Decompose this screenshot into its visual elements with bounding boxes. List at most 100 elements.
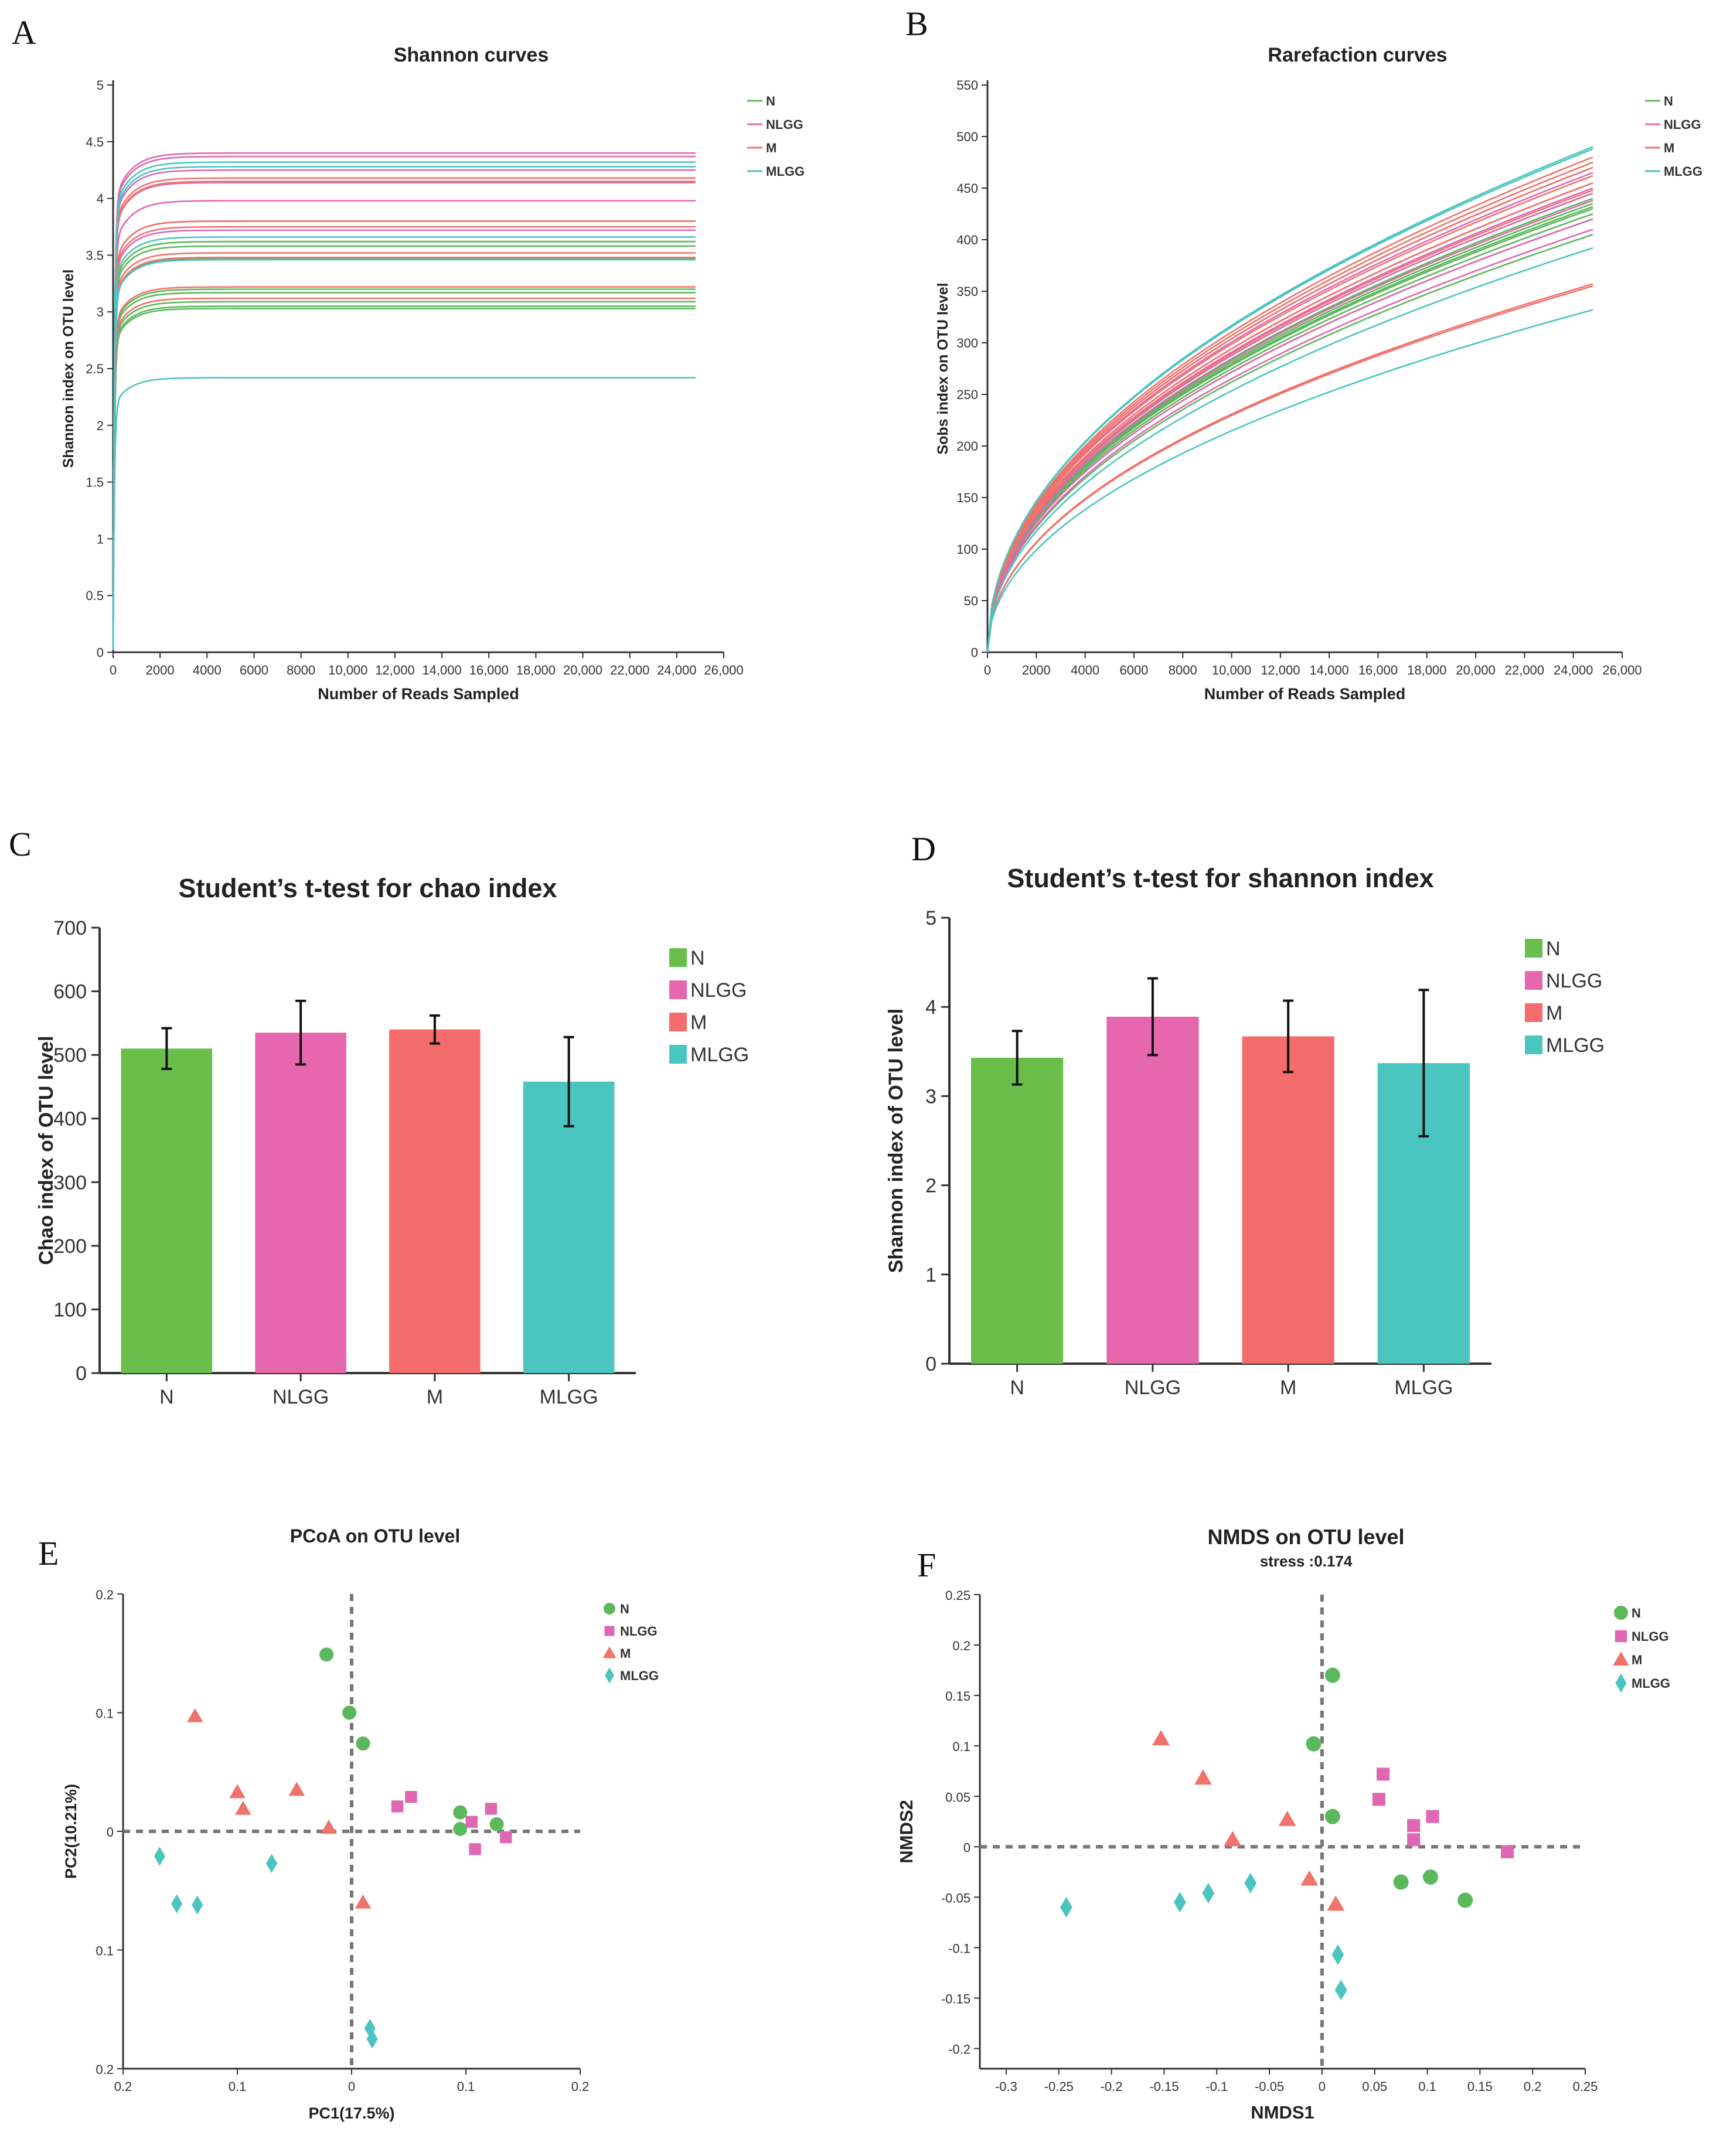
x-tick-label: -0.3 (995, 2079, 1017, 2094)
curve-nlgg (986, 172, 1593, 653)
point-mlgg (171, 1894, 183, 1913)
y-tick-label: 200 (956, 439, 978, 454)
curve-m (112, 220, 696, 649)
point-nlgg (469, 1843, 481, 1855)
legend-label: N (766, 94, 775, 108)
y-tick-label: 300 (53, 1171, 87, 1194)
curve-nlgg (986, 199, 1593, 653)
y-tick-label: 1 (97, 532, 104, 546)
x-tick-label: NLGG (273, 1386, 329, 1408)
curve-mlgg (986, 309, 1593, 653)
y-tick-label: 550 (956, 78, 978, 93)
y-tick-label: 450 (956, 181, 978, 196)
point-nlgg (1377, 1767, 1390, 1781)
x-axis-label: Number of Reads Sampled (1204, 685, 1406, 703)
curve-nlgg (112, 257, 696, 649)
y-tick-label: 0 (925, 1353, 936, 1375)
curve-m (986, 166, 1593, 653)
bar-mlgg (523, 1081, 615, 1373)
x-tick-label: N (159, 1386, 174, 1408)
curve-m (112, 226, 696, 649)
point-nlgg (500, 1831, 512, 1844)
point-m (187, 1708, 203, 1722)
point-m (288, 1782, 305, 1796)
curve-mlgg (112, 236, 696, 649)
legend-label: M (690, 1011, 707, 1034)
point-mlgg (154, 1847, 165, 1866)
legend-swatch-mlgg (669, 1045, 687, 1064)
x-tick-label: 26,000 (1602, 663, 1642, 677)
legend-swatch-mlgg (1525, 1036, 1542, 1054)
legend-label: N (1632, 1606, 1641, 1620)
bar-nlgg (1106, 1016, 1199, 1364)
x-tick-label: 14,000 (422, 663, 461, 677)
point-mlgg (1244, 1872, 1257, 1893)
x-tick-label: 8000 (287, 663, 315, 677)
curve-n (986, 218, 1593, 653)
y-axis-label: NMDS2 (896, 1800, 917, 1864)
point-m (355, 1894, 372, 1909)
y-tick-label: 0.2 (96, 2062, 114, 2077)
nmds-scatter-chart: -0.3 -0.25 -0.2 -0.15 -0.1 -0.05 0 0.05 0.1 0.15 0… (896, 1525, 1670, 2123)
legend-swatch-n (669, 948, 687, 967)
x-tick-label: 2000 (146, 663, 175, 677)
x-axis-label: NMDS1 (1251, 2102, 1314, 2123)
y-axis-label: Shannon index on OTU level (60, 270, 77, 468)
y-tick-label: 5 (97, 78, 104, 93)
curve-n (112, 245, 696, 649)
x-tick-label: 24,000 (657, 663, 696, 677)
x-tick-label: MLGG (1394, 1377, 1453, 1399)
point-n (342, 1705, 357, 1720)
y-tick-label: 150 (956, 491, 978, 505)
point-nlgg (1407, 1819, 1421, 1833)
x-tick-label: 0.15 (1467, 2079, 1493, 2094)
y-tick-label: 200 (53, 1235, 87, 1258)
legend-swatch-n (1525, 939, 1542, 958)
chart-title: NMDS on OTU level (1207, 1525, 1404, 1549)
curve-n (986, 203, 1593, 653)
y-tick-label: 0.5 (86, 588, 104, 603)
curve-m (986, 182, 1593, 653)
x-tick-label: 26,000 (704, 663, 743, 677)
point-n (453, 1805, 468, 1820)
legend-label: MLGG (766, 164, 805, 179)
x-tick-label: 0 (1319, 2079, 1326, 2094)
x-tick-label: 0 (348, 2079, 355, 2094)
y-tick-label: -0.05 (941, 1891, 970, 1905)
y-tick-label: 50 (964, 594, 978, 608)
point-n (1324, 1808, 1340, 1824)
x-tick-label: 2000 (1022, 663, 1051, 677)
y-tick-label: 600 (53, 981, 87, 1003)
curve-mlgg (986, 148, 1593, 653)
x-tick-label: 0.2 (1524, 2079, 1542, 2094)
point-n (489, 1817, 504, 1831)
y-tick-label: 0 (76, 1363, 87, 1385)
point-mlgg (192, 1895, 203, 1915)
point-m (1194, 1769, 1212, 1785)
curve-nlgg (112, 169, 696, 649)
legend-label: NLGG (1546, 970, 1602, 992)
curve-n (112, 257, 696, 649)
point-nlgg (1407, 1833, 1421, 1847)
y-tick-label: 3 (97, 305, 104, 319)
y-axis-label: PC2(10.21%) (62, 1784, 80, 1879)
curve-nlgg (986, 229, 1593, 653)
x-tick-label: 0.1 (1418, 2079, 1436, 2094)
curve-n (986, 213, 1593, 653)
x-tick-label: 20,000 (1456, 663, 1495, 677)
legend-label: M (1632, 1653, 1642, 1667)
chart-subtitle: stress :0.174 (1260, 1552, 1353, 1570)
x-tick-label: 16,000 (469, 663, 509, 677)
curve-nlgg (112, 152, 696, 649)
curve-n (112, 305, 696, 650)
curve-m (112, 286, 696, 650)
point-mlgg (1331, 1944, 1344, 1966)
curve-nlgg (986, 192, 1593, 653)
x-tick-label: 6000 (240, 663, 268, 677)
point-m (229, 1784, 246, 1799)
chart-title: Student’s t-test for shannon index (1007, 863, 1433, 893)
point-mlgg (366, 2029, 378, 2049)
curve-n (112, 240, 696, 649)
curve-m (112, 180, 696, 649)
